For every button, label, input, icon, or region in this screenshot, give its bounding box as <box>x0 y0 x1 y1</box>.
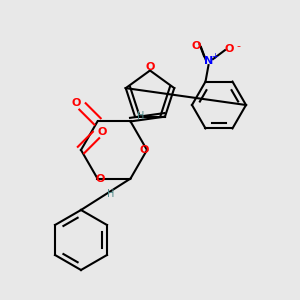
Text: +: + <box>211 52 218 61</box>
Text: -: - <box>236 40 241 51</box>
Text: H: H <box>136 111 144 121</box>
Text: O: O <box>145 62 155 73</box>
Text: O: O <box>96 174 105 184</box>
Text: N: N <box>204 56 213 66</box>
Text: O: O <box>97 127 107 137</box>
Text: H: H <box>106 189 114 199</box>
Text: O: O <box>72 98 81 108</box>
Text: O: O <box>192 40 201 51</box>
Text: O: O <box>139 145 149 155</box>
Text: O: O <box>225 44 234 54</box>
